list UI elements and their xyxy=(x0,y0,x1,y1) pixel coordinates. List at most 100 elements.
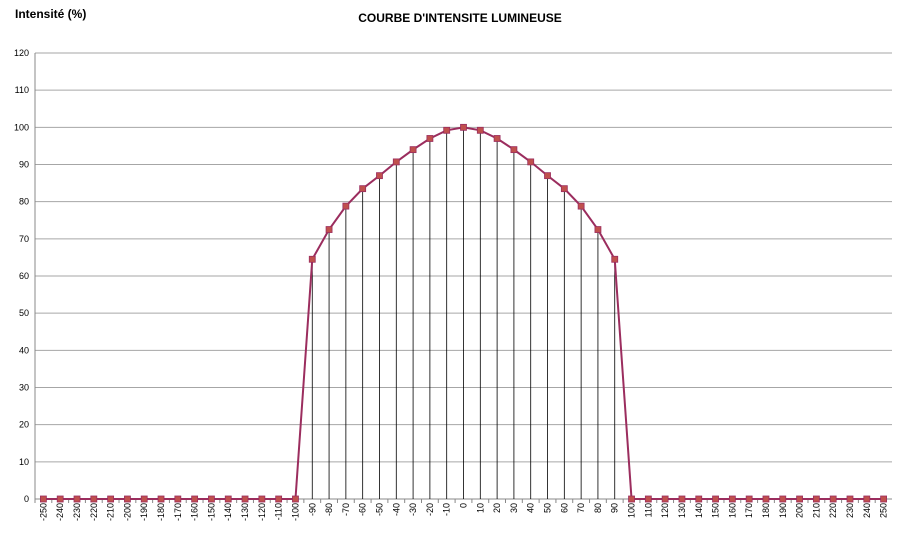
x-tick-label: 190 xyxy=(778,503,788,518)
x-tick-label: -100 xyxy=(290,503,300,521)
marker xyxy=(443,126,451,134)
x-tick-label: -160 xyxy=(190,503,200,521)
x-tick-label: -200 xyxy=(122,503,132,521)
x-tick-label: 200 xyxy=(795,503,805,518)
x-tick-label: -230 xyxy=(72,503,82,521)
marker xyxy=(745,495,753,503)
marker xyxy=(392,158,400,166)
x-tick-label: 240 xyxy=(862,503,872,518)
chart-title: COURBE D'INTENSITE LUMINEUSE xyxy=(358,11,562,25)
x-tick-label: 180 xyxy=(761,503,771,518)
x-tick-label: 20 xyxy=(492,503,502,513)
x-tick-label: -180 xyxy=(156,503,166,521)
x-tick-label: 90 xyxy=(610,503,620,513)
y-tick-label: 30 xyxy=(19,383,29,393)
x-tick-label: 220 xyxy=(828,503,838,518)
x-tick-label: -220 xyxy=(89,503,99,521)
marker xyxy=(560,185,568,193)
y-tick-label: 110 xyxy=(15,85,29,95)
x-tick-label: 40 xyxy=(526,503,536,513)
x-tick-label: 140 xyxy=(694,503,704,518)
marker xyxy=(527,158,535,166)
y-axis-label: Intensité (%) xyxy=(15,7,86,21)
marker xyxy=(292,495,299,503)
y-tick-label: 120 xyxy=(14,48,29,58)
x-tick-label: -50 xyxy=(374,503,384,516)
marker xyxy=(460,123,467,131)
x-tick-label: -110 xyxy=(274,503,284,520)
x-tick-label: -80 xyxy=(324,503,334,516)
marker xyxy=(577,202,585,210)
x-tick-label: -130 xyxy=(240,503,250,521)
marker xyxy=(90,495,98,503)
x-tick-label: -10 xyxy=(442,503,452,516)
x-tick-label: 150 xyxy=(711,503,721,518)
marker xyxy=(208,495,215,503)
marker xyxy=(258,495,266,503)
x-tick-label: 170 xyxy=(744,503,754,518)
x-tick-label: 130 xyxy=(677,503,687,518)
x-tick-label: -250 xyxy=(38,503,48,521)
marker xyxy=(426,135,434,142)
x-tick-label: 0 xyxy=(459,503,469,508)
x-tick-label: 60 xyxy=(559,503,569,513)
marker xyxy=(191,495,199,503)
marker xyxy=(275,495,283,503)
x-tick-label: 120 xyxy=(660,503,670,518)
x-tick-label: 50 xyxy=(543,503,553,513)
marker xyxy=(174,495,182,503)
marker xyxy=(510,146,518,154)
marker xyxy=(644,495,652,503)
marker xyxy=(56,495,64,503)
x-tick-label: 30 xyxy=(509,503,519,513)
x-tick-label: -240 xyxy=(55,503,65,521)
y-tick-label: 50 xyxy=(19,308,29,318)
y-tick-label: 20 xyxy=(19,420,29,430)
x-tick-label: -140 xyxy=(223,503,233,521)
marker xyxy=(409,146,417,154)
marker xyxy=(594,226,602,233)
marker xyxy=(880,495,887,503)
marker xyxy=(325,226,333,233)
x-tick-label: -190 xyxy=(139,503,149,521)
marker xyxy=(678,495,686,503)
x-tick-label: -120 xyxy=(257,503,267,521)
marker xyxy=(241,495,249,503)
marker xyxy=(342,202,350,210)
y-tick-label: 70 xyxy=(19,234,29,244)
marker xyxy=(829,495,837,503)
x-tick-label: -70 xyxy=(341,503,351,516)
x-tick-label: -20 xyxy=(425,503,435,516)
y-tick-label: 40 xyxy=(19,345,29,355)
x-tick-label: 210 xyxy=(811,503,821,518)
x-tick-label: -30 xyxy=(408,503,418,516)
marker xyxy=(476,126,484,134)
marker xyxy=(376,172,383,180)
marker xyxy=(611,255,619,263)
marker xyxy=(796,495,803,503)
marker xyxy=(157,495,165,503)
x-tick-label: 250 xyxy=(879,503,889,518)
marker xyxy=(762,495,770,503)
marker xyxy=(661,495,669,503)
marker xyxy=(728,495,736,503)
marker xyxy=(359,185,367,193)
marker xyxy=(40,495,47,503)
marker xyxy=(812,495,820,503)
y-tick-label: 100 xyxy=(14,122,29,132)
y-tick-label: 90 xyxy=(19,160,29,170)
y-tick-label: 10 xyxy=(19,457,29,467)
y-tick-label: 80 xyxy=(19,197,29,207)
x-tick-label: -210 xyxy=(106,503,116,521)
x-tick-label: 230 xyxy=(845,503,855,518)
marker xyxy=(73,495,81,503)
marker xyxy=(107,495,115,503)
marker xyxy=(224,495,232,503)
x-tick-label: -60 xyxy=(358,503,368,516)
marker xyxy=(695,495,703,503)
x-tick-label: -90 xyxy=(307,503,317,516)
marker xyxy=(863,495,871,503)
x-tick-label: 10 xyxy=(475,503,485,513)
x-tick-label: 80 xyxy=(593,503,603,513)
